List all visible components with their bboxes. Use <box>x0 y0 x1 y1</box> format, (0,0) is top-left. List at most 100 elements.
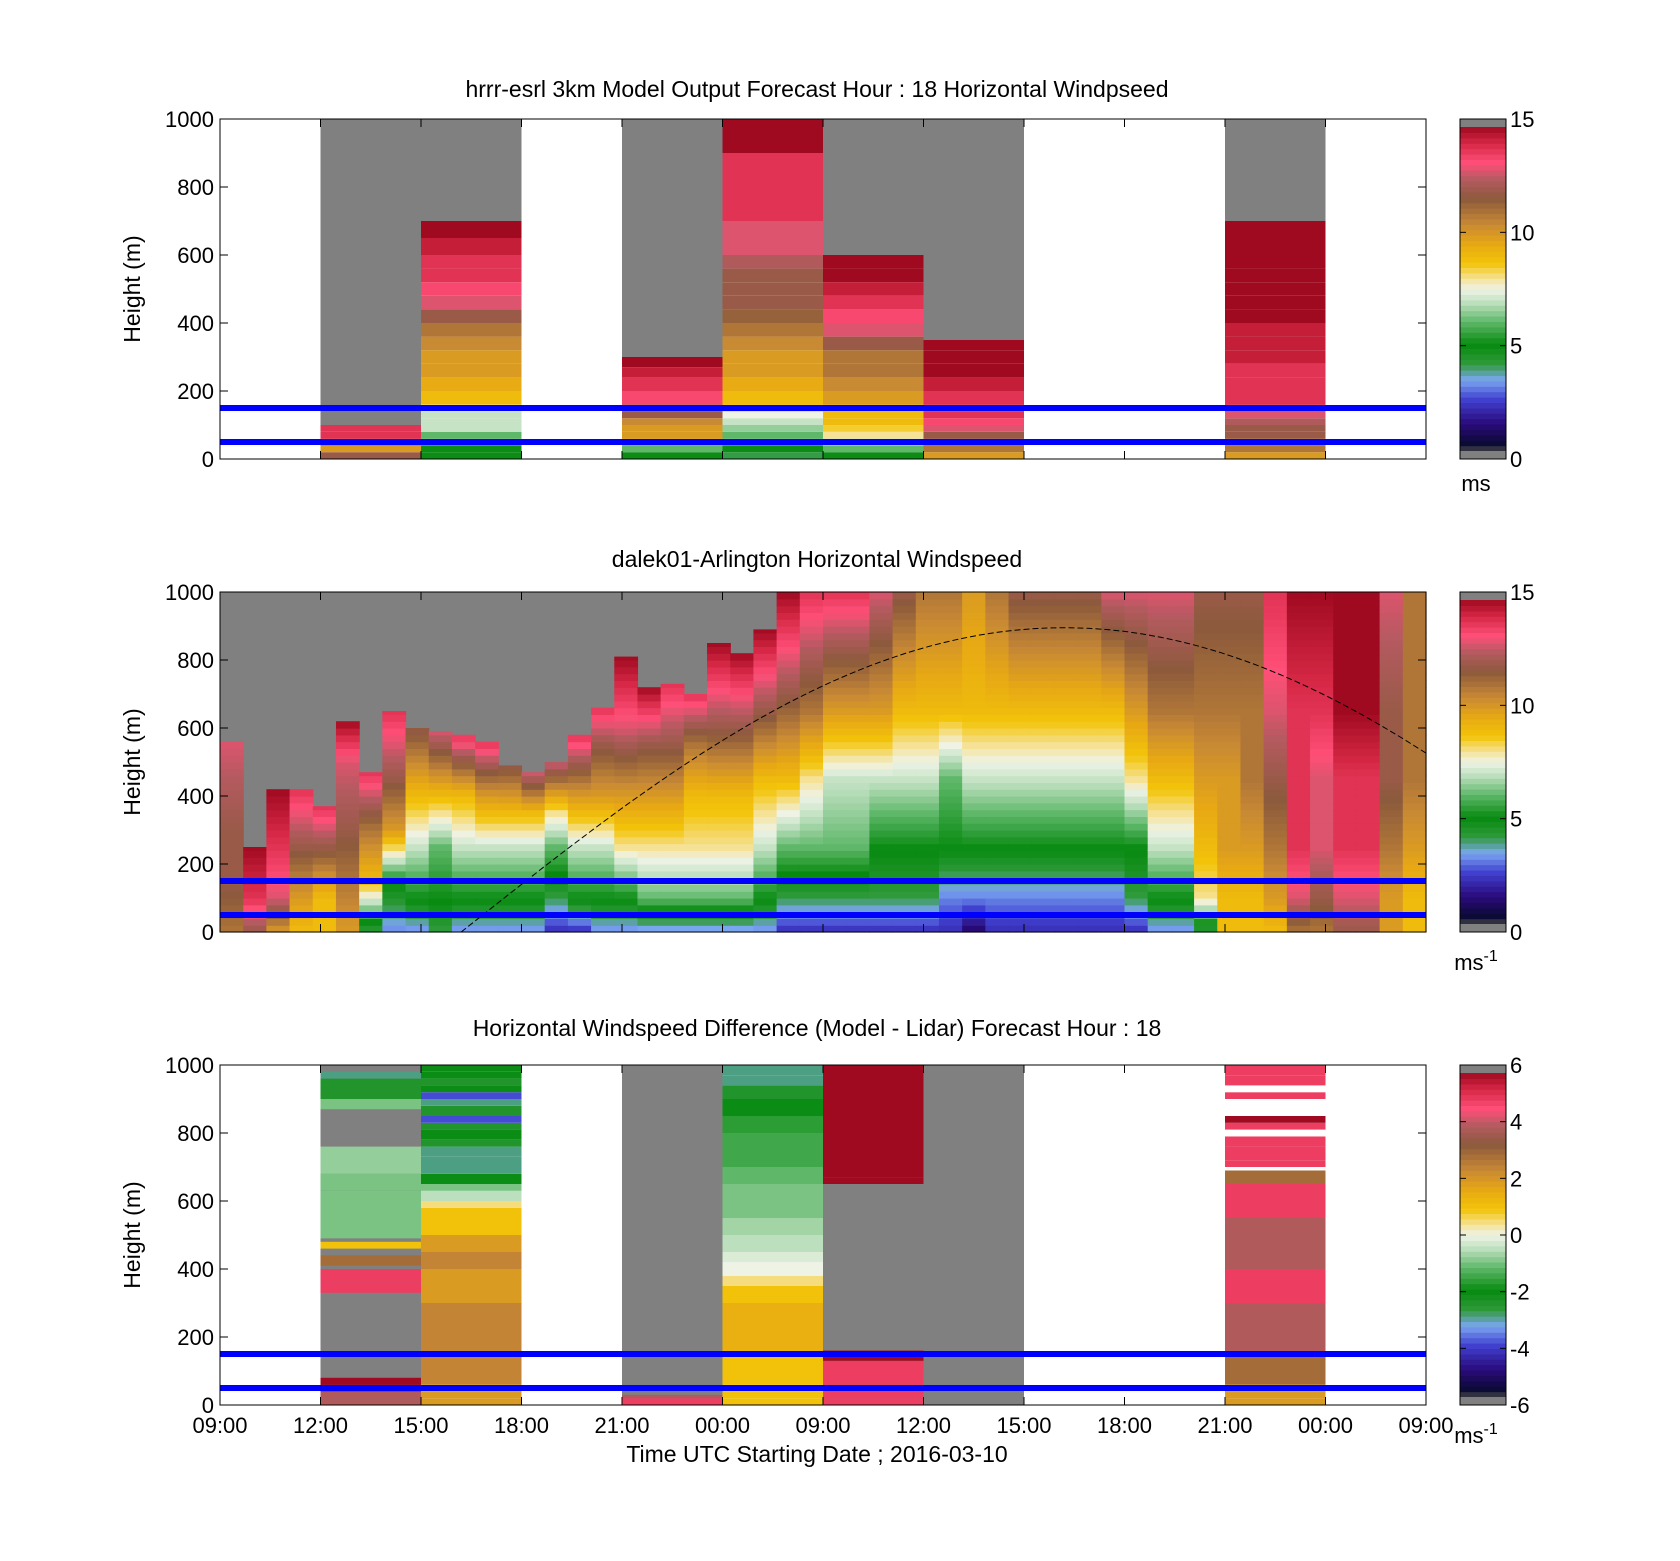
colorbar-cap <box>1460 592 1506 600</box>
colorbar-swatch <box>1460 1094 1506 1101</box>
heatmap-cell <box>1170 857 1195 865</box>
heatmap-cell <box>451 782 476 790</box>
heatmap-cell <box>591 748 615 756</box>
heatmap-cell <box>567 898 592 906</box>
heatmap-cell <box>335 836 360 845</box>
heatmap-cell <box>1170 762 1195 770</box>
heatmap-cell <box>1031 850 1056 858</box>
colorbar-tick-label: -2 <box>1510 1280 1530 1305</box>
heatmap-cell <box>869 898 894 906</box>
heatmap-cell <box>1217 898 1242 906</box>
y-axis-label: Height (m) <box>119 708 145 815</box>
heatmap-cell <box>1402 653 1427 661</box>
heatmap-cell <box>521 802 546 811</box>
colorbar-swatch <box>1460 208 1506 214</box>
heatmap-cell <box>220 802 244 811</box>
heatmap-cell <box>776 687 801 695</box>
heatmap-cell <box>722 391 823 405</box>
heatmap-cell <box>1333 605 1358 613</box>
heatmap-cell <box>1217 762 1242 770</box>
heatmap-cell <box>962 598 986 607</box>
heatmap-cell <box>730 673 755 681</box>
heatmap-cell <box>985 660 1010 668</box>
heatmap-cell <box>1031 870 1056 879</box>
heatmap-cell <box>1031 891 1056 899</box>
heatmap-cell <box>475 870 499 879</box>
heatmap-cell <box>1194 592 1218 600</box>
heatmap-cell <box>823 864 847 872</box>
heatmap-cell <box>382 850 407 858</box>
heatmap-cell <box>753 728 778 736</box>
colorbar-swatch <box>1460 843 1506 849</box>
heatmap-cell <box>1333 598 1358 607</box>
colorbar-frame <box>1459 118 1507 460</box>
heatmap-cell <box>1263 925 1288 933</box>
heatmap-cell <box>1124 836 1149 845</box>
heatmap-cell <box>614 656 639 661</box>
heatmap-cell <box>1333 714 1358 722</box>
heatmap-cell <box>660 870 685 879</box>
heatmap-cell <box>1310 904 1334 913</box>
heatmap-cell <box>498 857 523 865</box>
heatmap-cell <box>1402 605 1427 613</box>
heatmap-cell <box>722 1167 823 1184</box>
heatmap-cell <box>1124 789 1149 797</box>
heatmap-cell <box>683 734 708 743</box>
heatmap-cell <box>869 666 894 675</box>
heatmap-cell <box>1101 666 1126 675</box>
colorbar-swatch <box>1460 267 1506 274</box>
heatmap-cell <box>915 836 940 845</box>
heatmap-cell <box>405 796 430 804</box>
heatmap-cell <box>985 707 1010 715</box>
colorbar-swatch <box>1460 353 1506 360</box>
colorbar-swatch <box>1460 1272 1506 1279</box>
heatmap-cell <box>320 425 421 432</box>
heatmap-cell <box>846 592 870 600</box>
heatmap-cell <box>1356 843 1381 851</box>
heatmap-cell <box>421 268 522 283</box>
heatmap-cell <box>1124 843 1149 851</box>
heatmap-cell <box>1170 925 1195 933</box>
heatmap-cell <box>823 639 847 647</box>
heatmap-cell <box>962 721 986 729</box>
heatmap-cell <box>521 857 546 865</box>
heatmap-cell <box>637 898 662 906</box>
heatmap-cell <box>1286 918 1311 926</box>
heatmap-cell <box>243 864 267 872</box>
heatmap-cell <box>451 789 476 797</box>
heatmap-cell <box>730 680 755 688</box>
heatmap-cell <box>475 775 499 783</box>
heatmap-cell <box>428 796 453 804</box>
heatmap-cell <box>799 836 824 845</box>
heatmap-cell <box>544 762 569 770</box>
heatmap-cell <box>1263 714 1288 722</box>
heatmap-cell <box>405 843 430 851</box>
colorbar-swatch <box>1460 1105 1506 1112</box>
panel-title: hrrr-esrl 3km Model Output Forecast Hour… <box>465 76 1168 102</box>
heatmap-cell <box>1356 768 1381 777</box>
heatmap-cell <box>892 925 917 933</box>
colorbar-swatch <box>1460 413 1506 420</box>
heatmap-cell <box>266 836 291 845</box>
heatmap-cell <box>1101 707 1126 715</box>
heatmap-cell <box>722 268 823 283</box>
heatmap-cell <box>660 748 685 756</box>
colorbar-swatch <box>1460 708 1506 714</box>
heatmap-cell <box>1333 796 1358 804</box>
heatmap-cell <box>938 904 963 913</box>
heatmap-cell <box>421 295 522 310</box>
heatmap-cell <box>1217 694 1242 702</box>
heatmap-cell <box>359 836 383 845</box>
heatmap-cell <box>1379 721 1404 729</box>
colorbar-tick-label: 15 <box>1510 107 1534 132</box>
heatmap-cell <box>1286 884 1311 892</box>
heatmap-cell <box>312 809 337 817</box>
heatmap-cell <box>892 748 917 756</box>
heatmap-cell <box>730 687 755 695</box>
y-tick-label: 200 <box>177 1325 214 1350</box>
heatmap-cell <box>846 687 870 695</box>
colorbar-swatch <box>1460 1137 1506 1144</box>
heatmap-cell <box>823 592 847 600</box>
heatmap-cell <box>1078 734 1102 743</box>
